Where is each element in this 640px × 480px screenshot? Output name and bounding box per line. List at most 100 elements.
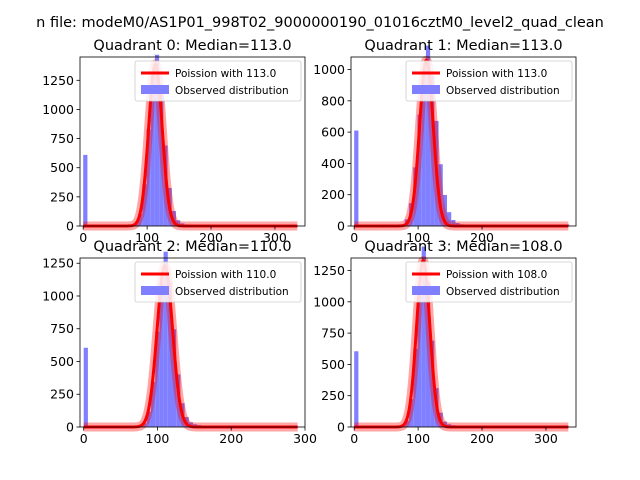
panel-title: Quadrant 2: Median=110.0: [93, 239, 291, 255]
histogram-bar: [413, 348, 418, 427]
legend-patch-swatch: [141, 286, 169, 295]
legend-patch-swatch: [412, 286, 440, 295]
y-tick-label: 1000: [42, 288, 74, 303]
histogram-bar: [150, 381, 156, 427]
histogram-bar: [417, 285, 422, 427]
y-tick-label: 500: [50, 354, 74, 369]
histogram-bar: [188, 422, 194, 427]
histogram-bar: [447, 212, 452, 226]
histogram-bar: [83, 347, 88, 427]
y-tick-label: 600: [321, 125, 345, 140]
x-tick-label: 300: [263, 230, 287, 245]
y-tick-label: 250: [321, 388, 345, 403]
x-tick-label: 0: [79, 230, 87, 245]
legend-box: [134, 60, 302, 102]
y-tick-label: 1000: [313, 62, 345, 77]
quadrant-3-chart: 0 100 200 300 0 250 500 750 1000 1250 Quadrant 3: …: [313, 239, 577, 446]
histogram-bar: [142, 423, 147, 427]
histogram-bar: [417, 114, 422, 226]
x-tick-label: 200: [470, 230, 494, 245]
figure-suptitle: n file: modeM0/AS1P01_998T02_9000000190_…: [36, 15, 604, 31]
histogram-bar: [154, 54, 160, 226]
y-tick-label: 500: [50, 160, 74, 175]
histogram-bar: [442, 421, 448, 427]
panel-title: Quadrant 0: Median=113.0: [93, 38, 291, 54]
legend-label: Observed distribution: [175, 286, 289, 298]
legend-box: [405, 60, 573, 102]
histogram-bar: [171, 329, 177, 427]
axes-frame: [350, 257, 577, 428]
histogram-bar: [413, 167, 418, 226]
histogram-bar: [354, 130, 359, 226]
histogram-bar: [176, 220, 181, 226]
legend-label: Poission with 113.0: [446, 68, 547, 80]
legend-patch-swatch: [412, 85, 440, 94]
axes-frame: [350, 56, 577, 227]
histogram-bar: [425, 281, 431, 427]
panel-title: Quadrant 3: Median=108.0: [364, 239, 562, 255]
histogram-bar: [155, 331, 160, 427]
x-tick-label: 0: [350, 230, 358, 245]
histogram-bar: [150, 75, 155, 226]
panel-title: Quadrant 1: Median=113.0: [364, 38, 562, 54]
legend-patch-swatch: [141, 85, 169, 94]
legend-label: Poission with 110.0: [175, 269, 276, 281]
histogram-bar: [438, 164, 443, 226]
x-tick-label: 200: [470, 431, 494, 446]
histogram-bar: [171, 211, 177, 226]
y-tick-label: 800: [321, 93, 345, 108]
y-tick-label: 750: [50, 131, 74, 146]
legend-box: [134, 261, 302, 303]
histogram-bar: [451, 220, 456, 226]
histogram-bar: [159, 92, 164, 227]
x-tick-label: 0: [80, 431, 88, 446]
x-tick-label: 200: [219, 431, 243, 446]
legend-label: Observed distribution: [175, 85, 289, 97]
histogram-bar: [421, 69, 426, 226]
y-tick-label: 500: [321, 357, 345, 372]
y-tick-label: 1000: [42, 102, 74, 117]
y-tick-label: 0: [66, 219, 74, 234]
histogram-bar: [146, 411, 151, 427]
legend-label: Observed distribution: [446, 286, 560, 298]
quadrant-2-chart: 0 100 200 300 0 250 500 750 1000 1250 Quadrant 2: …: [42, 239, 317, 446]
x-tick-label: 0: [350, 431, 358, 446]
y-tick-label: 200: [321, 187, 345, 202]
histogram-bar: [163, 251, 168, 427]
histogram-bar: [83, 154, 88, 226]
y-tick-label: 1000: [313, 294, 345, 309]
x-tick-label: 100: [406, 230, 430, 245]
histogram-bar: [138, 213, 143, 226]
y-tick-label: 250: [50, 189, 74, 204]
y-tick-label: 250: [50, 387, 74, 402]
x-tick-label: 200: [199, 230, 223, 245]
histogram-bar: [167, 280, 172, 427]
histogram-bar: [354, 351, 359, 427]
x-tick-label: 100: [135, 230, 159, 245]
y-tick-label: 0: [337, 420, 345, 435]
histogram-bar: [159, 281, 164, 427]
histogram-bar: [404, 420, 410, 427]
y-tick-label: 1250: [42, 73, 74, 88]
legend-label: Poission with 108.0: [446, 269, 547, 281]
legend-box: [405, 261, 573, 303]
y-tick-label: 400: [321, 156, 345, 171]
y-tick-label: 0: [66, 420, 74, 435]
x-tick-label: 100: [146, 431, 170, 446]
y-tick-label: 0: [337, 219, 345, 234]
legend-label: Observed distribution: [446, 85, 560, 97]
y-tick-label: 750: [321, 326, 345, 341]
histogram-bar: [442, 195, 448, 226]
histogram-bar: [425, 45, 431, 226]
histogram-bar: [430, 340, 435, 427]
x-tick-label: 300: [293, 431, 317, 446]
y-tick-label: 750: [50, 321, 74, 336]
quadrant-1-chart: 0 100 200 0 200 400 600 800 1000 Quadrant 1: Medi…: [313, 38, 577, 245]
histogram-bar: [146, 129, 151, 226]
axes-frame: [79, 56, 306, 227]
y-tick-label: 1250: [42, 256, 74, 271]
x-tick-label: 100: [406, 431, 430, 446]
axes-frame: [79, 257, 306, 428]
